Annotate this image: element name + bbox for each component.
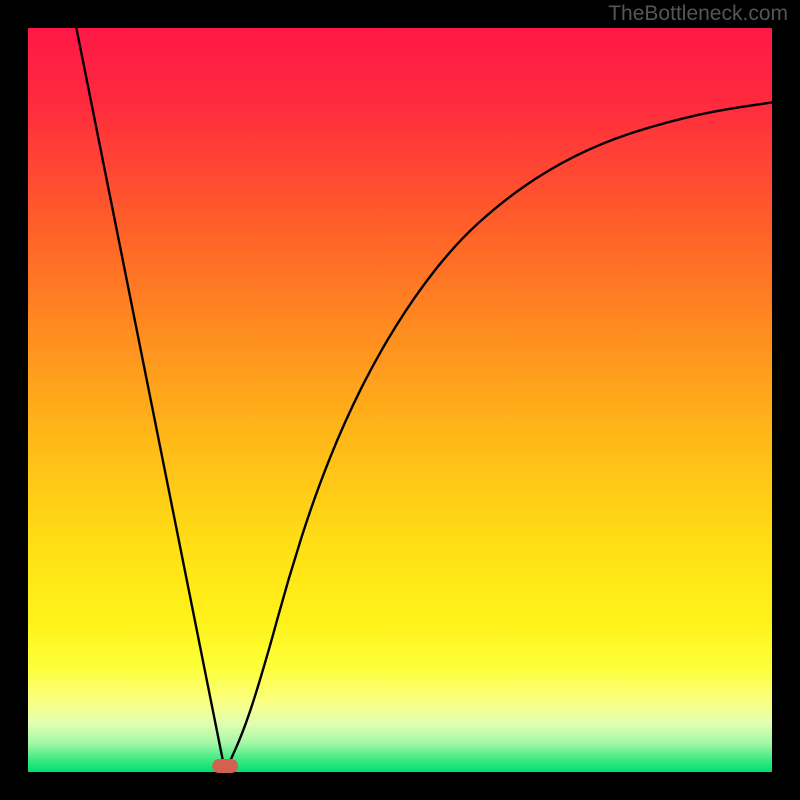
bottleneck-chart xyxy=(0,0,800,800)
watermark-label: TheBottleneck.com xyxy=(608,2,788,26)
chart-frame: TheBottleneck.com xyxy=(0,0,800,800)
dip-marker xyxy=(212,759,238,773)
plot-background xyxy=(28,28,772,772)
